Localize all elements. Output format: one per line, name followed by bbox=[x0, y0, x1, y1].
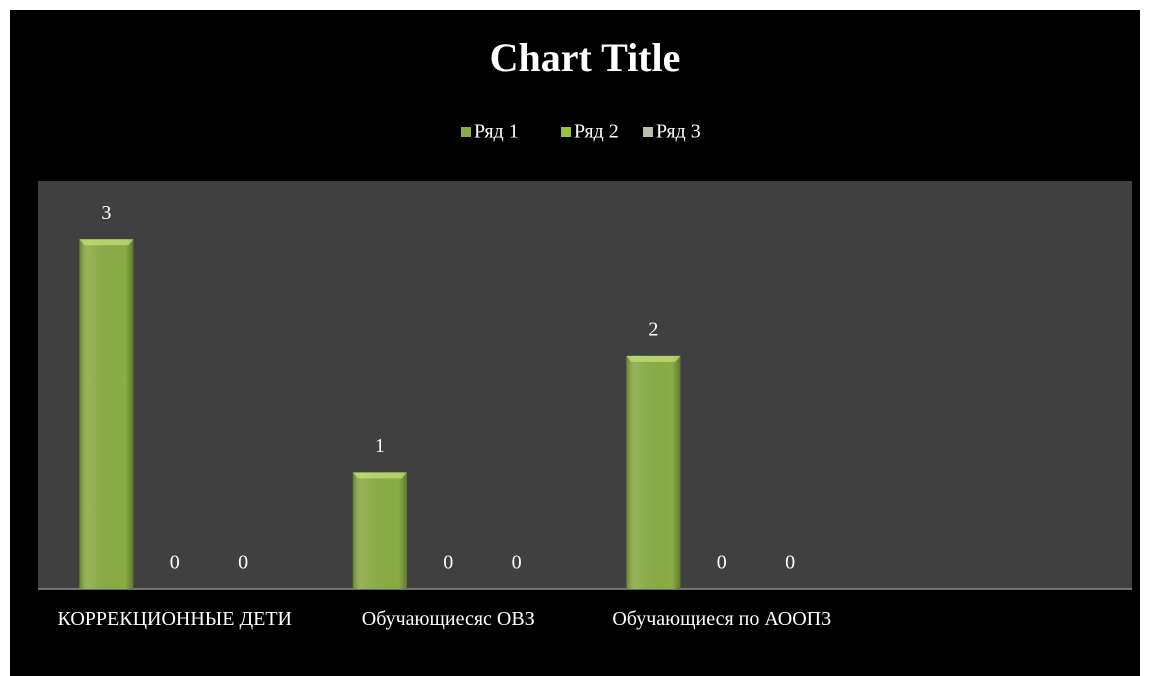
x-tick-label: КОРРЕКЦИОННЫЕ ДЕТИ bbox=[57, 608, 292, 630]
data-label: 0 bbox=[443, 552, 453, 574]
data-label: 0 bbox=[785, 552, 795, 574]
data-label: 1 bbox=[375, 435, 385, 457]
bar-bevel bbox=[626, 355, 681, 362]
plot-area bbox=[38, 181, 1132, 589]
data-label: 0 bbox=[512, 552, 522, 574]
bar-bevel bbox=[79, 239, 134, 246]
chart-title: Chart Title bbox=[490, 35, 681, 80]
data-label: 0 bbox=[238, 552, 248, 574]
legend-label: Ряд 1 bbox=[474, 121, 519, 143]
bar-shade bbox=[626, 355, 681, 589]
x-tick-label: Обучающиесяс ОВЗ bbox=[361, 608, 535, 630]
data-label: 3 bbox=[101, 202, 111, 224]
bar-bevel bbox=[352, 472, 407, 479]
legend-swatch bbox=[561, 127, 571, 137]
data-label: 0 bbox=[170, 552, 180, 574]
legend-label: Ряд 3 bbox=[656, 121, 701, 143]
data-label: 0 bbox=[717, 552, 727, 574]
x-tick-label: Обучающиеся по АООП3 bbox=[612, 608, 832, 630]
bar-shade bbox=[352, 472, 407, 589]
bar-shade bbox=[79, 239, 134, 590]
legend-swatch bbox=[461, 127, 471, 137]
legend-swatch bbox=[643, 127, 653, 137]
data-label: 2 bbox=[648, 318, 658, 340]
legend-label: Ряд 2 bbox=[574, 121, 619, 143]
